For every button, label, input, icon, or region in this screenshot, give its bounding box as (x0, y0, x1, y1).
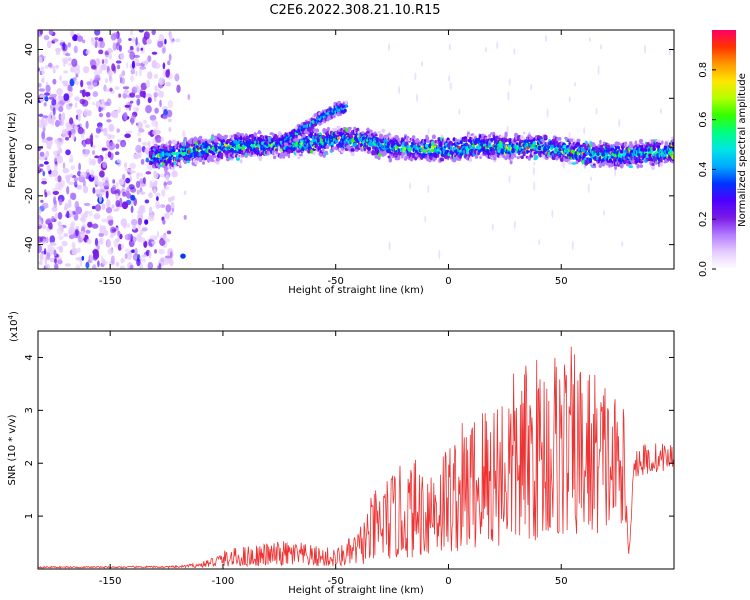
snr-panel: -150 -100 -50 0 50 1 2 3 4 Height of straight l… (7, 311, 675, 596)
y-tick-label: 1 (24, 513, 35, 519)
y-tick-label: 0 (24, 144, 35, 150)
snr-y-label: SNR (10 * v/v) (7, 414, 18, 485)
colorbar-ticks: 0.0 0.2 0.4 0.6 0.8 (698, 62, 716, 277)
spectrogram-panel: -150 -100 -50 0 50 -40 -20 0 20 40 Height of str… (7, 29, 675, 296)
x-tick-label: -150 (99, 576, 122, 587)
colorbar-tick-label: 0.8 (698, 62, 709, 78)
spectrogram-x-ticks: -150 -100 -50 0 50 (99, 30, 568, 287)
colorbar-tick-label: 0.0 (698, 261, 709, 277)
x-tick-label: 0 (445, 276, 451, 287)
spectrogram-frame (37, 29, 675, 270)
svg-text:(x104): (x104) (7, 311, 20, 342)
x-tick-label: 50 (555, 276, 568, 287)
y-tick-label: 20 (24, 92, 35, 105)
figure-title: C2E6.2022.308.21.10.R15 (269, 3, 440, 18)
y-tick-label: 2 (24, 460, 35, 466)
spectrogram-x-label: Height of straight line (km) (288, 285, 424, 296)
x-tick-label: -50 (328, 276, 344, 287)
snr-y-multiplier: (x104) (7, 311, 20, 342)
x-tick-label: -100 (212, 576, 235, 587)
colorbar-tick-label: 0.2 (698, 211, 709, 227)
snr-series (37, 346, 674, 569)
spectrogram-y-label: Frequency (Hz) (7, 112, 18, 188)
colorbar-tick-label: 0.4 (698, 161, 709, 177)
x-tick-label: 0 (445, 576, 451, 587)
spectrogram-image (38, 30, 674, 269)
snr-line (37, 346, 674, 569)
colorbar: 0.0 0.2 0.4 0.6 0.8 Normalized spectral ampl… (698, 30, 748, 277)
snr-x-ticks: -150 -100 -50 0 50 (99, 331, 568, 587)
snr-y-ticks: 1 2 3 4 (24, 354, 674, 519)
colorbar-tick-label: 0.6 (698, 112, 709, 128)
y-tick-label: 4 (24, 354, 35, 360)
y-tick-label: -20 (24, 188, 35, 204)
y-tick-label: 40 (24, 43, 35, 56)
spectrogram-y-ticks: -40 -20 0 20 40 (24, 43, 674, 253)
snr-frame (37, 330, 675, 570)
x-tick-label: 50 (555, 576, 568, 587)
y-tick-label: -40 (24, 236, 35, 252)
y-tick-label: 3 (24, 407, 35, 413)
x-tick-label: -100 (212, 276, 235, 287)
x-tick-label: -50 (328, 576, 344, 587)
snr-x-label: Height of straight line (km) (288, 585, 424, 596)
x-tick-label: -150 (99, 276, 122, 287)
colorbar-label: Normalized spectral amplitude (737, 73, 748, 227)
colorbar-gradient (712, 30, 736, 269)
